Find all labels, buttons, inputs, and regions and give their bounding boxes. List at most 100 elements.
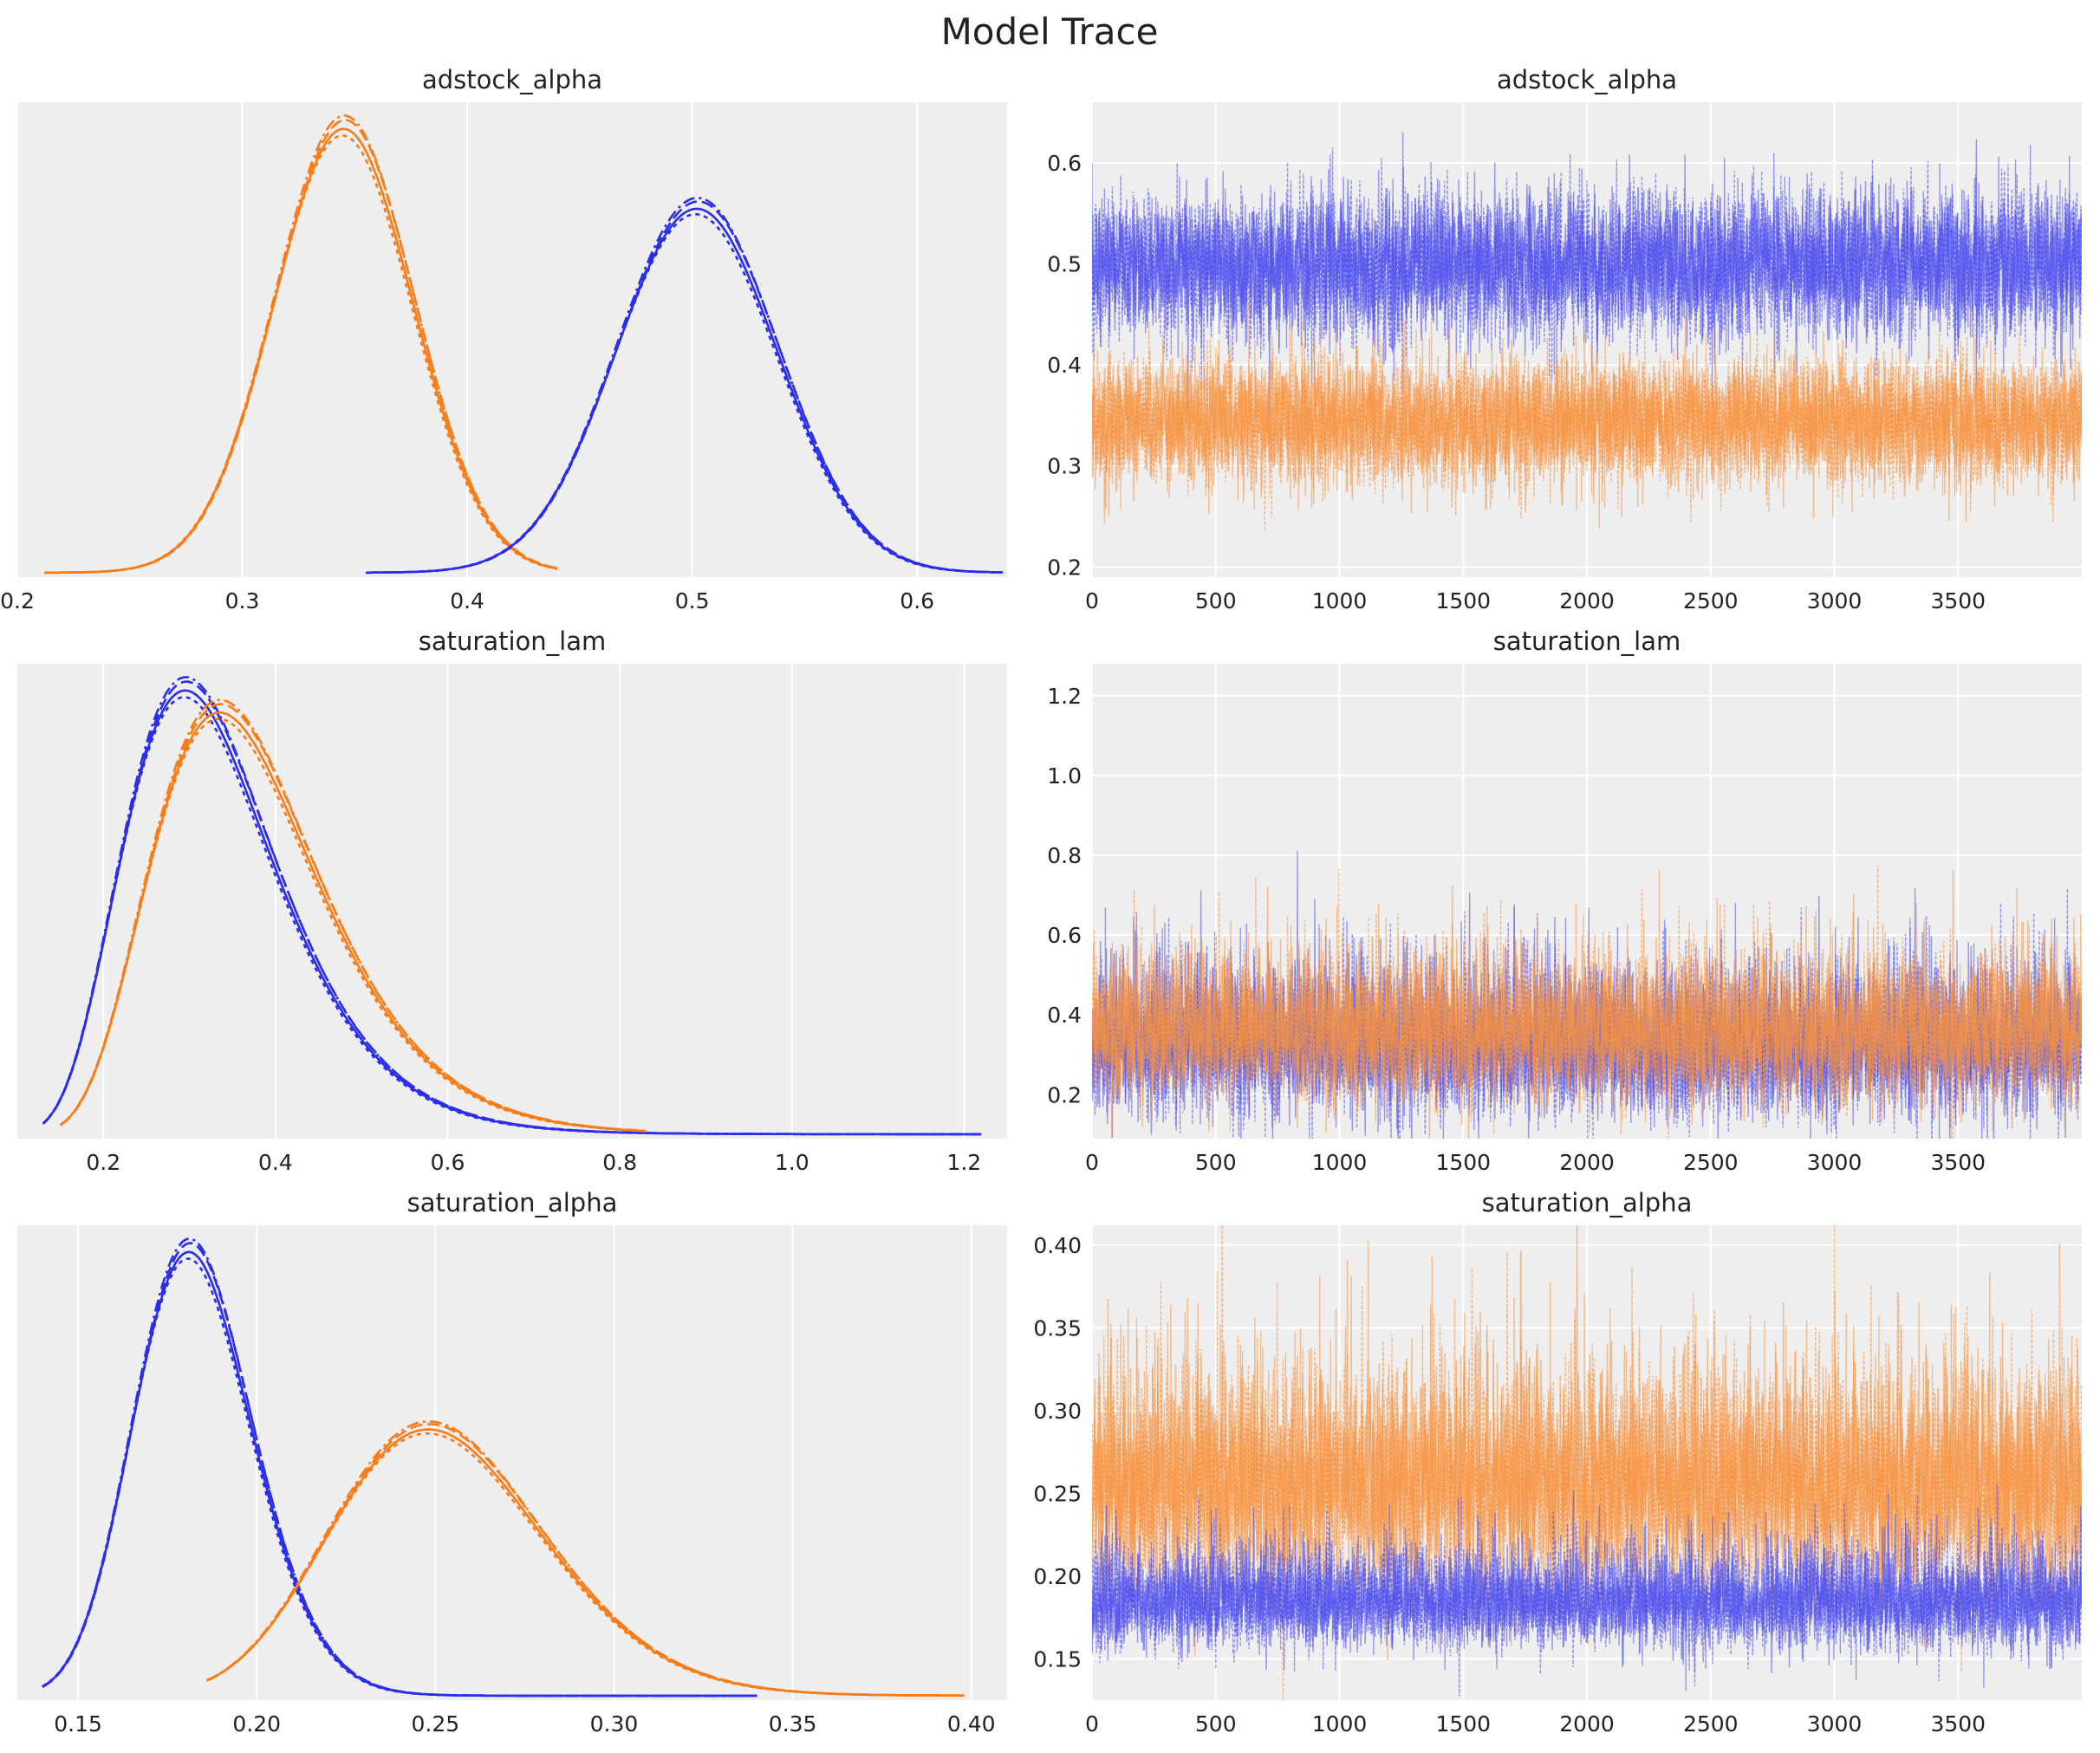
x-tick-label: 1000 <box>1312 1150 1368 1175</box>
x-tick-label: 0 <box>1085 1711 1099 1737</box>
panel-saturation-alpha-kde: 0.15 0.20 0.25 0.30 0.35 0.40 saturation_alpha <box>17 1188 1007 1737</box>
trace-blue-chain-3 <box>1092 145 2082 396</box>
series-group <box>1092 850 2082 1139</box>
x-tick-label: 1500 <box>1435 1150 1491 1175</box>
kde-orange-chain-3 <box>59 698 646 1133</box>
x-tick-label: 1500 <box>1435 1711 1491 1737</box>
kde-blue-chain-3 <box>42 1237 757 1698</box>
y-tick-label: 0.20 <box>1033 1564 1082 1589</box>
x-tick-label: 0.3 <box>225 588 260 614</box>
x-tick-label: 0 <box>1085 1150 1099 1175</box>
kde-orange-chain-3 <box>44 114 558 575</box>
panel-saturation-lam-trace: 0 500 1000 1500 2000 2500 3000 3500 0.2 0.4 0.6 0.8… <box>1047 627 2082 1175</box>
x-tick-label: 3500 <box>1930 1150 1986 1175</box>
x-tick-label: 3000 <box>1807 588 1863 614</box>
series-group <box>1092 1225 2082 1700</box>
y-tick-label: 0.5 <box>1047 252 1082 277</box>
kde-orange-chain-1 <box>59 703 646 1133</box>
kde-blue-chain-3 <box>42 676 982 1136</box>
figure-title: Model Trace <box>941 10 1159 53</box>
x-tick-label: 1000 <box>1312 1711 1368 1737</box>
x-tick-label: 0.6 <box>900 588 934 614</box>
x-tick-label: 1500 <box>1435 588 1491 614</box>
kde-orange-chain-1 <box>44 119 558 575</box>
y-tick-label: 0.25 <box>1033 1481 1082 1506</box>
panel-title: adstock_alpha <box>422 65 602 94</box>
series-group <box>42 1237 965 1698</box>
y-tick-label: 0.40 <box>1033 1233 1082 1258</box>
y-tick-label: 0.4 <box>1047 353 1082 378</box>
x-tick-label: 2500 <box>1683 1711 1739 1737</box>
trace-blue-chain-3 <box>1092 1497 2082 1697</box>
panel-title: saturation_lam <box>419 627 606 656</box>
panel-title: saturation_lam <box>1493 627 1681 656</box>
y-tick-label: 0.35 <box>1033 1315 1082 1341</box>
x-tick-label: 2500 <box>1683 1150 1739 1175</box>
x-tick-label: 0.30 <box>590 1711 639 1737</box>
x-tick-label: 1000 <box>1312 588 1368 614</box>
panel-saturation-lam-kde: 0.2 0.4 0.6 0.8 1.0 1.2 saturation_lam <box>17 627 1007 1175</box>
x-tick-label: 500 <box>1195 588 1237 614</box>
x-tick-label: 0 <box>1085 588 1099 614</box>
x-tick-label: 2000 <box>1559 1150 1615 1175</box>
trace-orange-chain-3 <box>1092 1225 2082 1657</box>
y-tick-label: 0.2 <box>1047 555 1082 580</box>
x-tick-label: 0.4 <box>450 588 484 614</box>
x-tick-label: 3500 <box>1930 588 1986 614</box>
kde-orange-chain-3 <box>205 1420 965 1697</box>
x-tick-label: 3000 <box>1807 1150 1863 1175</box>
x-tick-label: 0.15 <box>54 1711 102 1737</box>
trace-orange-chain-3 <box>1092 865 2082 1134</box>
x-tick-label: 0.4 <box>258 1150 293 1175</box>
x-tick-label: 1.2 <box>946 1150 981 1175</box>
trace-orange-chain-2 <box>1092 302 2082 523</box>
y-tick-label: 0.8 <box>1047 843 1082 868</box>
x-tick-label: 0.40 <box>947 1711 996 1737</box>
plot-area <box>17 1225 1007 1700</box>
x-tick-label: 0.35 <box>769 1711 817 1737</box>
y-tick-label: 1.0 <box>1047 763 1082 789</box>
x-tick-label: 3000 <box>1807 1711 1863 1737</box>
y-tick-label: 0.3 <box>1047 454 1082 479</box>
panel-adstock-alpha-trace: 0 500 1000 1500 2000 2500 3000 3500 0.2 0.3 0.4 0.5… <box>1047 65 2082 614</box>
x-tick-label: 0.25 <box>412 1711 460 1737</box>
series-group <box>1092 132 2082 532</box>
x-tick-label: 500 <box>1195 1711 1237 1737</box>
panel-adstock-alpha-kde: 0.2 0.3 0.4 0.5 0.6 adstock_alpha <box>0 65 1007 614</box>
x-tick-label: 2000 <box>1559 588 1615 614</box>
y-tick-label: 0.2 <box>1047 1082 1082 1107</box>
kde-blue-chain-1 <box>42 680 982 1136</box>
plot-area <box>17 102 1007 577</box>
kde-blue-chain-3 <box>366 197 1003 575</box>
y-tick-label: 0.15 <box>1033 1646 1082 1672</box>
panel-title: saturation_alpha <box>1482 1188 1693 1217</box>
kde-orange-chain-2 <box>44 134 558 575</box>
series-group <box>44 114 1003 575</box>
x-tick-label: 3500 <box>1930 1711 1986 1737</box>
y-tick-label: 0.6 <box>1047 151 1082 176</box>
x-tick-label: 0.20 <box>232 1711 281 1737</box>
x-tick-label: 0.2 <box>0 588 35 614</box>
x-tick-label: 0.8 <box>602 1150 637 1175</box>
series-group <box>42 676 982 1136</box>
y-tick-label: 0.30 <box>1033 1399 1082 1424</box>
panel-title: saturation_alpha <box>407 1188 618 1217</box>
x-tick-label: 0.2 <box>86 1150 120 1175</box>
y-tick-label: 0.6 <box>1047 923 1082 948</box>
trace-orange-chain-3 <box>1092 321 2082 523</box>
x-tick-label: 2500 <box>1683 588 1739 614</box>
panel-saturation-alpha-trace: 0 500 1000 1500 2000 2500 3000 3500 0.15 0.20 0.25… <box>1033 1188 2082 1737</box>
kde-blue-chain-2 <box>366 212 1003 575</box>
x-tick-label: 1.0 <box>775 1150 809 1175</box>
panel-title: adstock_alpha <box>1497 65 1677 94</box>
y-tick-label: 1.2 <box>1047 684 1082 709</box>
y-tick-label: 0.4 <box>1047 1003 1082 1028</box>
x-tick-label: 0.5 <box>675 588 710 614</box>
x-tick-label: 500 <box>1195 1150 1237 1175</box>
x-tick-label: 2000 <box>1559 1711 1615 1737</box>
kde-orange-chain-1 <box>205 1423 965 1697</box>
kde-orange-chain-2 <box>59 717 646 1133</box>
x-tick-label: 0.6 <box>431 1150 465 1175</box>
plot-area <box>17 664 1007 1139</box>
